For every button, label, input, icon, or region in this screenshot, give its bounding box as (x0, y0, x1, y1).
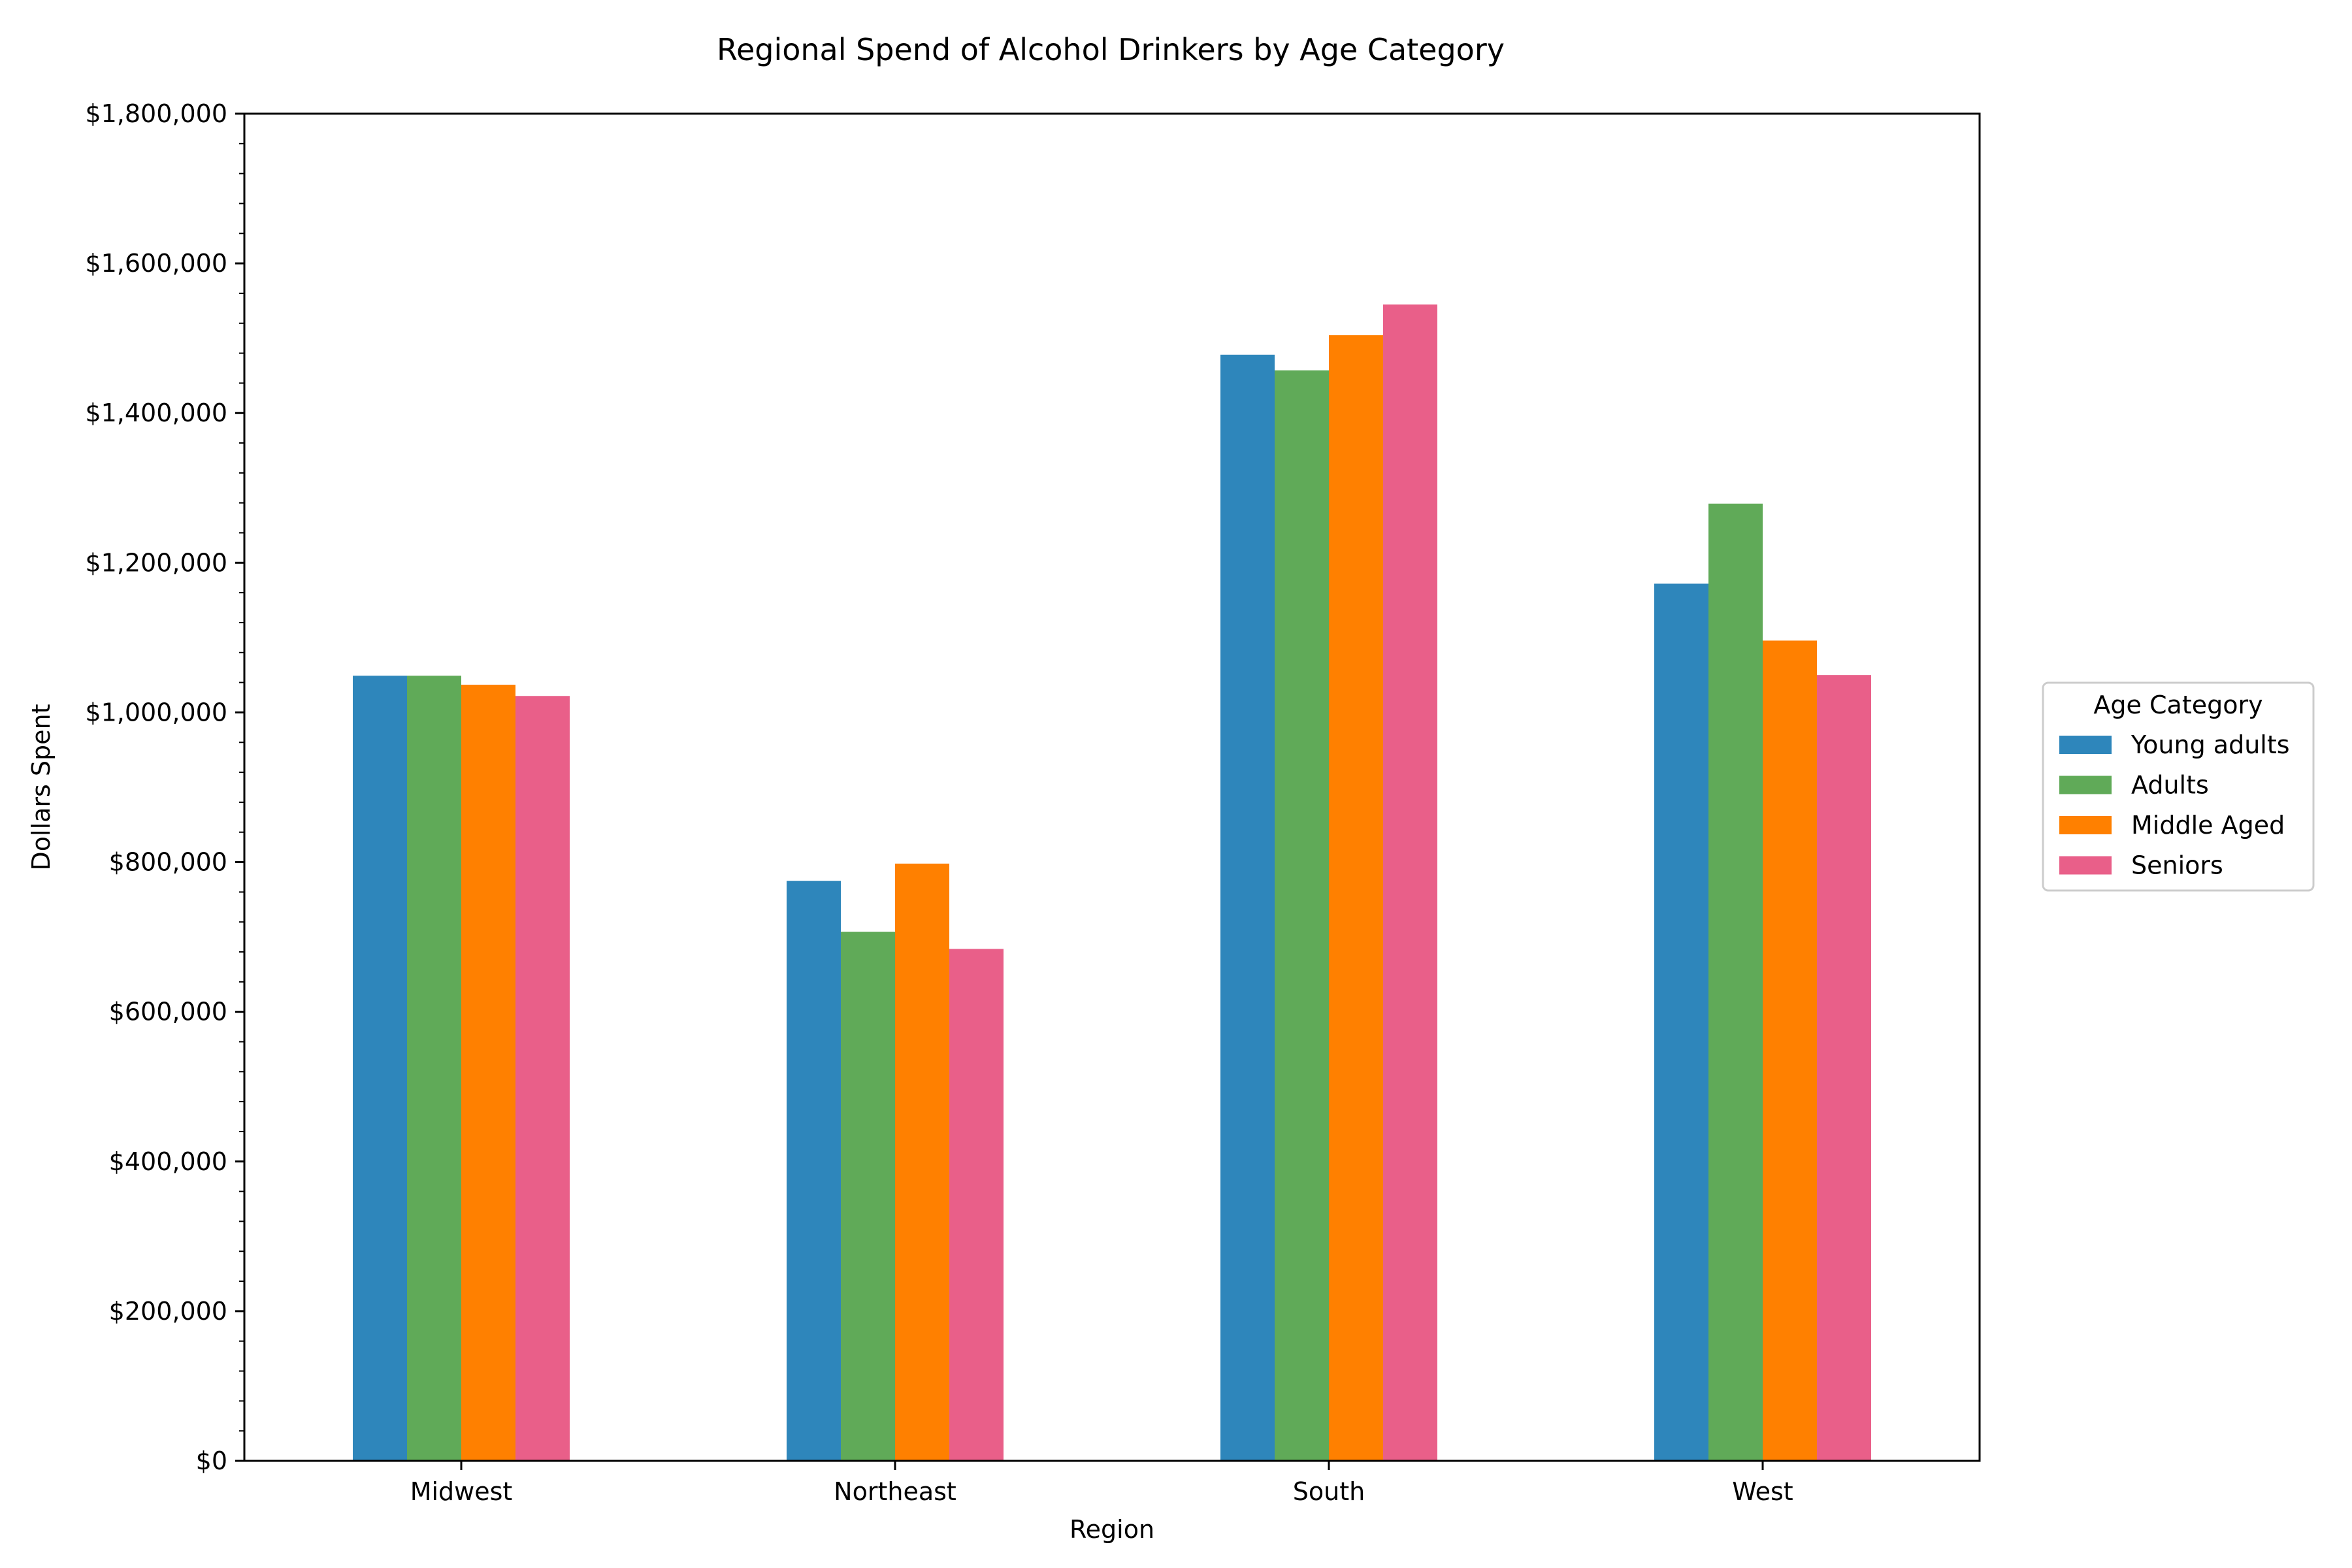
y-tick-label: $1,200,000 (85, 548, 227, 577)
y-tick-label: $600,000 (109, 998, 227, 1026)
chart-title: Regional Spend of Alcohol Drinkers by Ag… (717, 32, 1505, 67)
bar-midwest-adults (407, 676, 461, 1461)
y-axis: $0 $200,000 $400,000 $600,000 $800,000 $1,000… (85, 99, 244, 1475)
bar-midwest-middle-aged (461, 685, 515, 1461)
legend-label: Middle Aged (2131, 811, 2285, 840)
bar-northeast-young-adults (787, 881, 841, 1461)
bar-northeast-middle-aged (895, 863, 949, 1461)
y-tick-label: $800,000 (109, 848, 227, 877)
bar-south-middle-aged (1329, 335, 1383, 1461)
x-axis-title: Region (1070, 1515, 1154, 1544)
legend-title: Age Category (2093, 691, 2262, 719)
legend-swatch (2059, 816, 2112, 834)
legend-swatch (2059, 856, 2112, 875)
y-axis-title: Dollars Spent (27, 704, 56, 870)
legend-label: Adults (2131, 771, 2209, 800)
bar-west-middle-aged (1763, 640, 1817, 1461)
y-tick-label: $200,000 (109, 1297, 227, 1326)
bar-northeast-seniors (949, 949, 1004, 1461)
bar-midwest-young-adults (353, 676, 407, 1461)
x-tick-label: West (1732, 1477, 1793, 1506)
bar-west-seniors (1817, 675, 1871, 1461)
y-tick-label: $1,400,000 (85, 399, 227, 427)
bar-south-young-adults (1220, 354, 1275, 1461)
bars (353, 304, 1871, 1461)
legend-swatch (2059, 736, 2112, 754)
bar-south-adults (1275, 370, 1329, 1461)
x-axis: Midwest Northeast South West (410, 1461, 1793, 1506)
bar-west-adults (1708, 503, 1763, 1461)
legend: Age Category Young adults Adults Middle Ag… (2042, 681, 2315, 892)
bar-south-seniors (1383, 304, 1437, 1461)
bar-northeast-adults (841, 932, 895, 1461)
y-tick-label: $1,600,000 (85, 249, 227, 278)
y-tick-label: $400,000 (109, 1147, 227, 1176)
bar-west-young-adults (1654, 583, 1708, 1461)
y-tick-label: $1,800,000 (85, 99, 227, 128)
bar-midwest-seniors (515, 696, 570, 1461)
x-tick-label: Midwest (410, 1477, 513, 1506)
legend-frame (2042, 681, 2315, 892)
plot-frame (243, 112, 1981, 1462)
legend-label: Young adults (2131, 730, 2290, 759)
x-tick-label: Northeast (834, 1477, 956, 1506)
x-tick-label: South (1293, 1477, 1365, 1506)
y-tick-label: $1,000,000 (85, 698, 227, 727)
y-tick-label: $0 (196, 1446, 227, 1475)
legend-swatch (2059, 776, 2112, 794)
legend-label: Seniors (2131, 851, 2223, 880)
